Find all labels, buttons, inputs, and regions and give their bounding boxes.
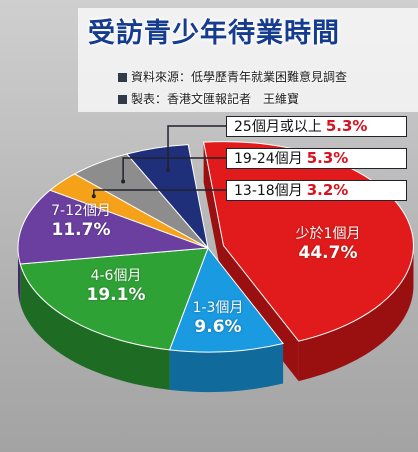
slice-label-under-1-month: 少於1個月 44.7%: [282, 226, 374, 263]
leader-line-19-24-months: [122, 157, 226, 182]
title-backdrop: [78, 8, 418, 112]
slice-name: 7-12個月: [51, 203, 111, 219]
callout-leaders: [91, 125, 226, 199]
callout-19-24-months: 19-24個月 5.3%: [226, 148, 407, 169]
slice-name: 少於1個月: [295, 226, 361, 242]
leader-dot-25-plus-months: [166, 167, 171, 172]
bullet-square-icon: [118, 95, 127, 104]
slice-cut-face-0: [203, 142, 224, 286]
slice-value: 11.7%: [51, 219, 111, 240]
callout-label: 13-18個月: [234, 183, 303, 199]
leader-dot-19-24-months: [121, 179, 126, 184]
source-text: 資料來源：低學歷青年就業困難意見調查: [131, 70, 348, 84]
slice-7-12-months: [17, 189, 209, 265]
slice-label-7-12-months: 7-12個月 11.7%: [42, 203, 120, 240]
callout-13-18-months: 13-18個月 3.2%: [226, 180, 407, 201]
slice-value: 9.6%: [194, 316, 242, 337]
slice-1-3-months: [168, 246, 285, 353]
leader-line-25-plus-months: [167, 125, 226, 170]
callout-25-months: 25個月或以上 5.3%: [226, 116, 407, 137]
slice-25-plus-months: [125, 144, 209, 250]
slice-value: 44.7%: [298, 242, 358, 263]
callout-label: 19-24個月: [234, 151, 303, 167]
slice-side-1-3-months: [169, 343, 284, 392]
slice-side-4-6-months: [20, 263, 170, 390]
slice-side-under-1-month: [298, 245, 414, 382]
slice-value: 19.1%: [86, 284, 146, 305]
credit-line: 製表：香港文匯報記者 王維寶: [118, 90, 299, 107]
callout-label: 25個月或以上: [234, 119, 322, 135]
leader-dot-13-18-months: [91, 194, 96, 199]
callout-value: 3.2%: [306, 181, 349, 199]
chart-title: 受訪青少年待業時間: [88, 18, 340, 49]
slice-label-1-3-months: 1-3個月 9.6%: [182, 300, 254, 337]
slice-4-6-months: [19, 247, 209, 351]
leader-line-13-18-months: [93, 189, 226, 197]
slice-name: 1-3個月: [192, 300, 244, 316]
slice-name: 4-6個月: [90, 268, 142, 284]
callout-value: 5.3%: [325, 117, 368, 135]
bullet-square-icon: [118, 73, 127, 82]
callout-value: 5.3%: [306, 149, 349, 167]
slice-label-4-6-months: 4-6個月 19.1%: [76, 268, 156, 305]
credit-text: 製表：香港文匯報記者 王維寶: [131, 92, 300, 106]
source-line: 資料來源：低學歷青年就業困難意見調查: [118, 68, 347, 85]
